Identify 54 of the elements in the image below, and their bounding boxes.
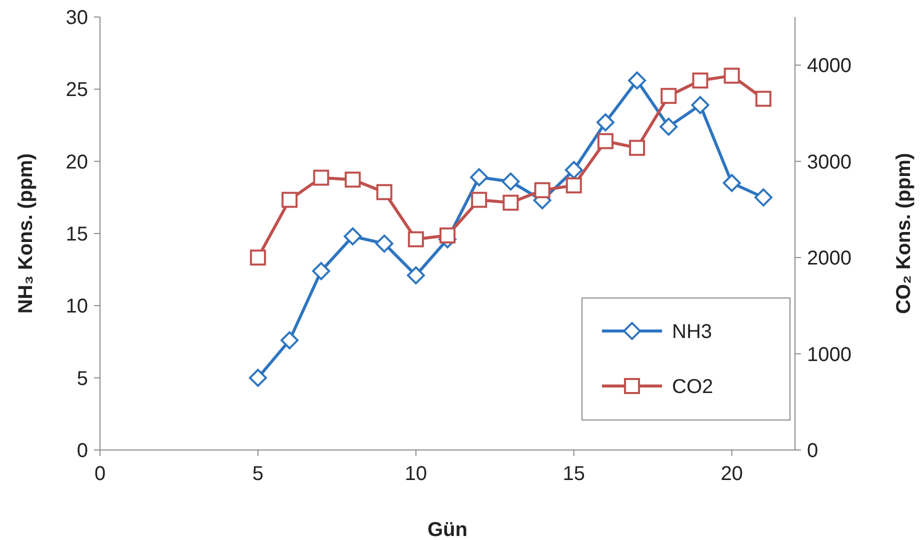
y2-tick-label: 4000 — [807, 55, 852, 78]
legend-label: NH3 — [672, 321, 712, 343]
y2-axis-title: CO₂ Kons. (ppm) — [893, 152, 915, 314]
point — [754, 188, 772, 206]
point — [282, 192, 298, 208]
point — [724, 68, 740, 84]
point — [250, 250, 266, 266]
point — [440, 227, 456, 244]
point — [312, 262, 330, 280]
point — [660, 88, 677, 104]
x-axis-title: Gün — [428, 519, 468, 540]
y2-tick-label: 3000 — [807, 151, 852, 174]
point — [408, 231, 424, 248]
point — [564, 160, 583, 179]
x-tick-label: 0 — [94, 463, 106, 485]
point — [628, 72, 646, 90]
point — [344, 172, 361, 188]
point — [248, 368, 267, 387]
x-tick-label: 10 — [404, 463, 428, 485]
point — [502, 172, 520, 191]
legend-label: CO2 — [672, 376, 714, 398]
y-tick-label: 5 — [76, 368, 88, 390]
point — [471, 192, 488, 208]
x-tick-label: 20 — [720, 463, 743, 485]
point — [691, 96, 710, 114]
y-tick-label: 0 — [76, 440, 88, 462]
point — [692, 72, 708, 89]
y-tick-label: 25 — [66, 79, 88, 102]
x-tick-label: 15 — [562, 463, 585, 485]
y2-tick-label: 2000 — [807, 248, 852, 270]
point — [660, 118, 678, 136]
point — [755, 90, 772, 107]
point — [534, 182, 550, 198]
point — [629, 140, 646, 156]
point — [376, 184, 392, 200]
y-axis-title: NH₃ Kons. (ppm) — [15, 153, 37, 314]
point — [375, 234, 394, 253]
point — [596, 113, 614, 132]
point — [470, 168, 488, 186]
x-tick-label: 5 — [252, 463, 264, 485]
y2-tick-label: 0 — [807, 440, 818, 462]
y-tick-label: 20 — [66, 151, 88, 174]
point — [597, 133, 614, 150]
point — [406, 266, 425, 284]
point — [344, 227, 362, 246]
point — [722, 174, 741, 192]
point — [502, 194, 519, 211]
point — [280, 331, 299, 350]
y-tick-label: 15 — [66, 224, 88, 246]
point — [313, 170, 330, 186]
y-tick-label: 30 — [66, 7, 88, 29]
y-tick-label: 10 — [66, 296, 88, 318]
y2-tick-label: 1000 — [807, 344, 852, 366]
point — [566, 177, 582, 194]
